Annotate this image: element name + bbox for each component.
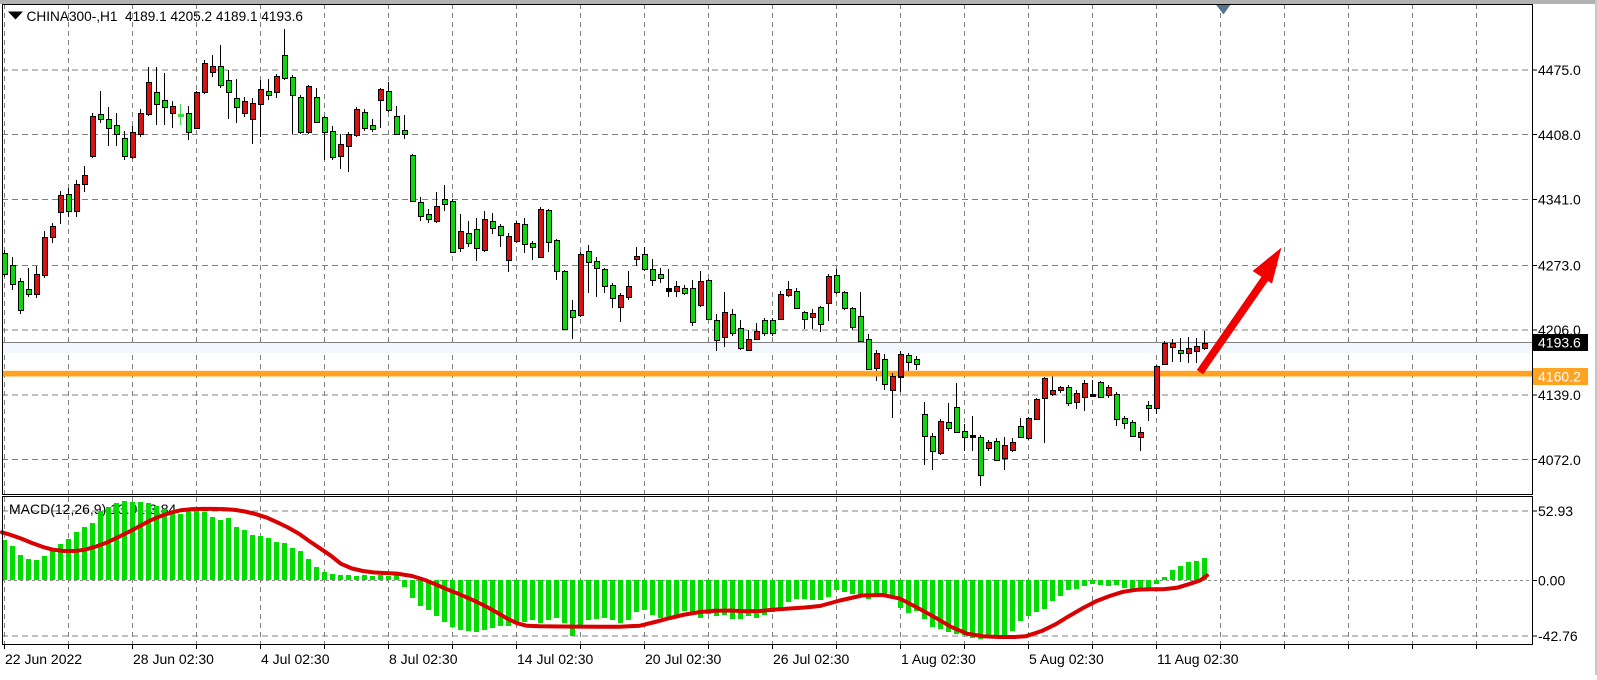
svg-text:4189.1 4205.2 4189.1 4193.6: 4189.1 4205.2 4189.1 4193.6 [125,8,303,24]
svg-text:4 Jul 02:30: 4 Jul 02:30 [261,651,330,667]
svg-text:4139.0: 4139.0 [1538,387,1581,403]
svg-text:4072.0: 4072.0 [1538,452,1581,468]
svg-text:4193.6: 4193.6 [1538,335,1581,351]
svg-text:11 Aug 02:30: 11 Aug 02:30 [1157,651,1239,667]
svg-text:20 Jul 02:30: 20 Jul 02:30 [645,651,721,667]
svg-text:CHINA300-,H1: CHINA300-,H1 [27,8,118,24]
svg-text:8 Jul 02:30: 8 Jul 02:30 [389,651,458,667]
svg-text:14 Jul 02:30: 14 Jul 02:30 [517,651,593,667]
svg-text:-42.76: -42.76 [1538,628,1578,644]
svg-text:22 Jun 2022: 22 Jun 2022 [5,651,82,667]
svg-text:1 Aug 02:30: 1 Aug 02:30 [901,651,976,667]
svg-text:4341.0: 4341.0 [1538,192,1581,208]
svg-text:4160.2: 4160.2 [1538,369,1581,385]
svg-text:0.00: 0.00 [1538,573,1565,589]
svg-text:52.93: 52.93 [1538,503,1573,519]
svg-text:4273.0: 4273.0 [1538,257,1581,273]
svg-text:5 Aug 02:30: 5 Aug 02:30 [1029,651,1104,667]
svg-text:4475.0: 4475.0 [1538,62,1581,78]
svg-text:28 Jun 02:30: 28 Jun 02:30 [133,651,214,667]
svg-text:MACD(12,26,9) 13.91 3.84: MACD(12,26,9) 13.91 3.84 [9,501,177,517]
svg-text:4408.0: 4408.0 [1538,127,1581,143]
svg-text:26 Jul 02:30: 26 Jul 02:30 [773,651,849,667]
